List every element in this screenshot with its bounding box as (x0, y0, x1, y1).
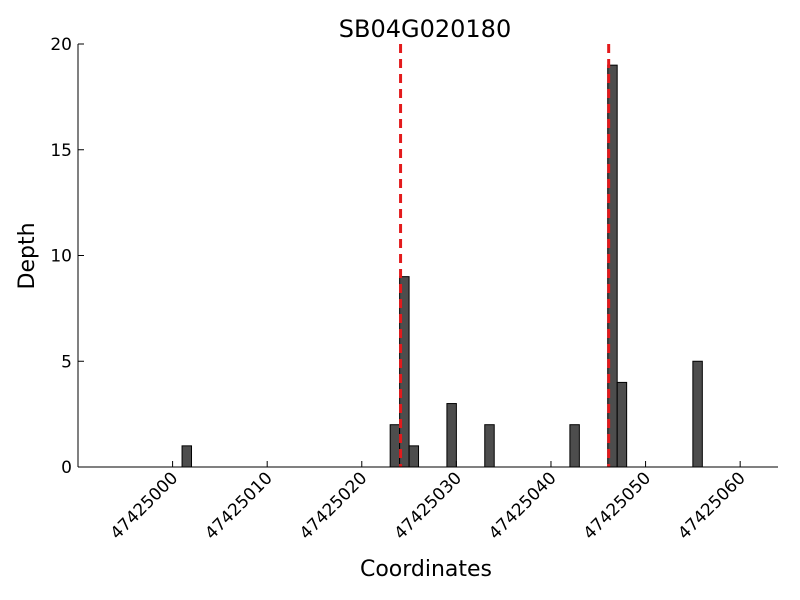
bar-3 (408, 445, 420, 468)
chart-title: SB04G020180 (339, 15, 511, 43)
y-tick-label-2: 10 (50, 247, 72, 267)
bar-1 (389, 424, 401, 468)
x-tick-label-0: 47425000 (107, 468, 182, 543)
bar-8 (616, 381, 628, 468)
y-tick-label-1: 5 (61, 352, 72, 372)
y-tick-label-0: 0 (61, 458, 72, 478)
y-tick-label-4: 20 (50, 35, 72, 55)
x-tick-label-1: 47425010 (201, 468, 276, 543)
bar-9 (692, 360, 703, 468)
x-tick-label-6: 47425060 (674, 468, 749, 543)
bar-4 (446, 403, 457, 468)
x-tick-label-2: 47425020 (296, 468, 371, 543)
axes-group: 0 5 10 15 20 47425000 47425010 47425020 47425030… (50, 35, 778, 544)
x-axis-label: Coordinates (360, 557, 492, 582)
bar-6 (569, 424, 580, 468)
y-axis-label: Depth (15, 222, 40, 289)
y-tick-label-3: 15 (50, 141, 72, 161)
x-tick-label-3: 47425030 (391, 468, 466, 543)
bar-0 (181, 445, 193, 468)
bars-group (181, 64, 703, 468)
bar-5 (484, 424, 495, 468)
x-tick-label-4: 47425040 (485, 468, 560, 543)
x-tick-label-5: 47425050 (580, 468, 655, 543)
marker-lines-group (399, 44, 611, 467)
